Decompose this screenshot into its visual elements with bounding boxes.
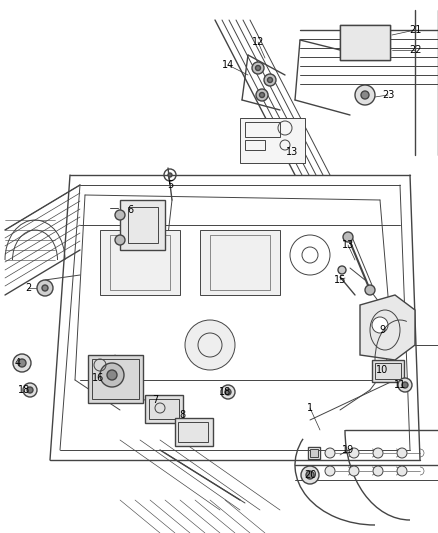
Circle shape — [225, 389, 231, 395]
Bar — [200, 230, 280, 295]
Circle shape — [252, 62, 264, 74]
Bar — [92, 359, 139, 399]
Circle shape — [264, 74, 276, 86]
Circle shape — [306, 471, 314, 479]
Circle shape — [349, 466, 359, 476]
Circle shape — [373, 466, 383, 476]
Circle shape — [256, 89, 268, 101]
Text: 22: 22 — [409, 45, 421, 55]
Circle shape — [349, 448, 359, 458]
Circle shape — [259, 93, 265, 98]
Circle shape — [355, 85, 375, 105]
Circle shape — [367, 37, 383, 53]
Text: 7: 7 — [152, 395, 158, 405]
Text: 20: 20 — [304, 470, 316, 480]
Text: 12: 12 — [252, 37, 264, 47]
Circle shape — [18, 359, 26, 367]
Text: 15: 15 — [334, 275, 346, 285]
Bar — [245, 140, 265, 150]
Bar — [372, 360, 404, 382]
Circle shape — [13, 354, 31, 372]
Bar — [375, 363, 401, 379]
Circle shape — [372, 317, 388, 333]
Bar — [178, 422, 208, 442]
Bar — [240, 118, 305, 163]
Bar — [88, 355, 143, 403]
Circle shape — [115, 210, 125, 220]
Circle shape — [107, 370, 117, 380]
Text: 18: 18 — [219, 387, 231, 397]
Circle shape — [365, 285, 375, 295]
Circle shape — [361, 91, 369, 99]
Text: 13: 13 — [286, 147, 298, 157]
Text: 18: 18 — [18, 385, 30, 395]
Text: 10: 10 — [376, 365, 388, 375]
Circle shape — [37, 280, 53, 296]
Text: 13: 13 — [342, 240, 354, 250]
Circle shape — [350, 33, 360, 43]
Circle shape — [325, 448, 335, 458]
Bar — [145, 395, 183, 423]
Bar — [310, 449, 318, 457]
Bar — [245, 122, 280, 137]
Text: 11: 11 — [394, 380, 406, 390]
Circle shape — [397, 466, 407, 476]
Bar — [110, 235, 170, 290]
Bar — [120, 200, 165, 250]
Circle shape — [372, 42, 378, 48]
Text: 4: 4 — [15, 358, 21, 368]
Text: 1: 1 — [307, 403, 313, 413]
Circle shape — [255, 66, 261, 70]
Text: 14: 14 — [222, 60, 234, 70]
Circle shape — [373, 448, 383, 458]
Circle shape — [23, 383, 37, 397]
Text: 23: 23 — [382, 90, 394, 100]
Polygon shape — [360, 295, 415, 360]
Bar — [128, 207, 158, 243]
Circle shape — [42, 285, 48, 291]
Text: 21: 21 — [409, 25, 421, 35]
Text: 8: 8 — [179, 410, 185, 420]
Bar — [175, 418, 213, 446]
Text: 19: 19 — [342, 445, 354, 455]
Circle shape — [402, 382, 408, 388]
Circle shape — [343, 26, 367, 50]
Bar — [100, 230, 180, 295]
Circle shape — [397, 448, 407, 458]
Circle shape — [338, 266, 346, 274]
Circle shape — [221, 385, 235, 399]
Circle shape — [27, 387, 33, 393]
Circle shape — [343, 232, 353, 242]
Circle shape — [115, 235, 125, 245]
Bar — [308, 447, 320, 459]
Circle shape — [398, 378, 412, 392]
Bar — [210, 235, 270, 290]
Text: 9: 9 — [379, 325, 385, 335]
Circle shape — [301, 466, 319, 484]
Text: 16: 16 — [92, 373, 104, 383]
Text: 6: 6 — [127, 205, 133, 215]
Bar — [149, 399, 179, 419]
Bar — [340, 25, 390, 60]
Text: 2: 2 — [25, 283, 31, 293]
Circle shape — [185, 320, 235, 370]
Circle shape — [325, 466, 335, 476]
Circle shape — [168, 173, 172, 177]
Text: 5: 5 — [167, 180, 173, 190]
Circle shape — [268, 77, 272, 83]
Circle shape — [100, 363, 124, 387]
